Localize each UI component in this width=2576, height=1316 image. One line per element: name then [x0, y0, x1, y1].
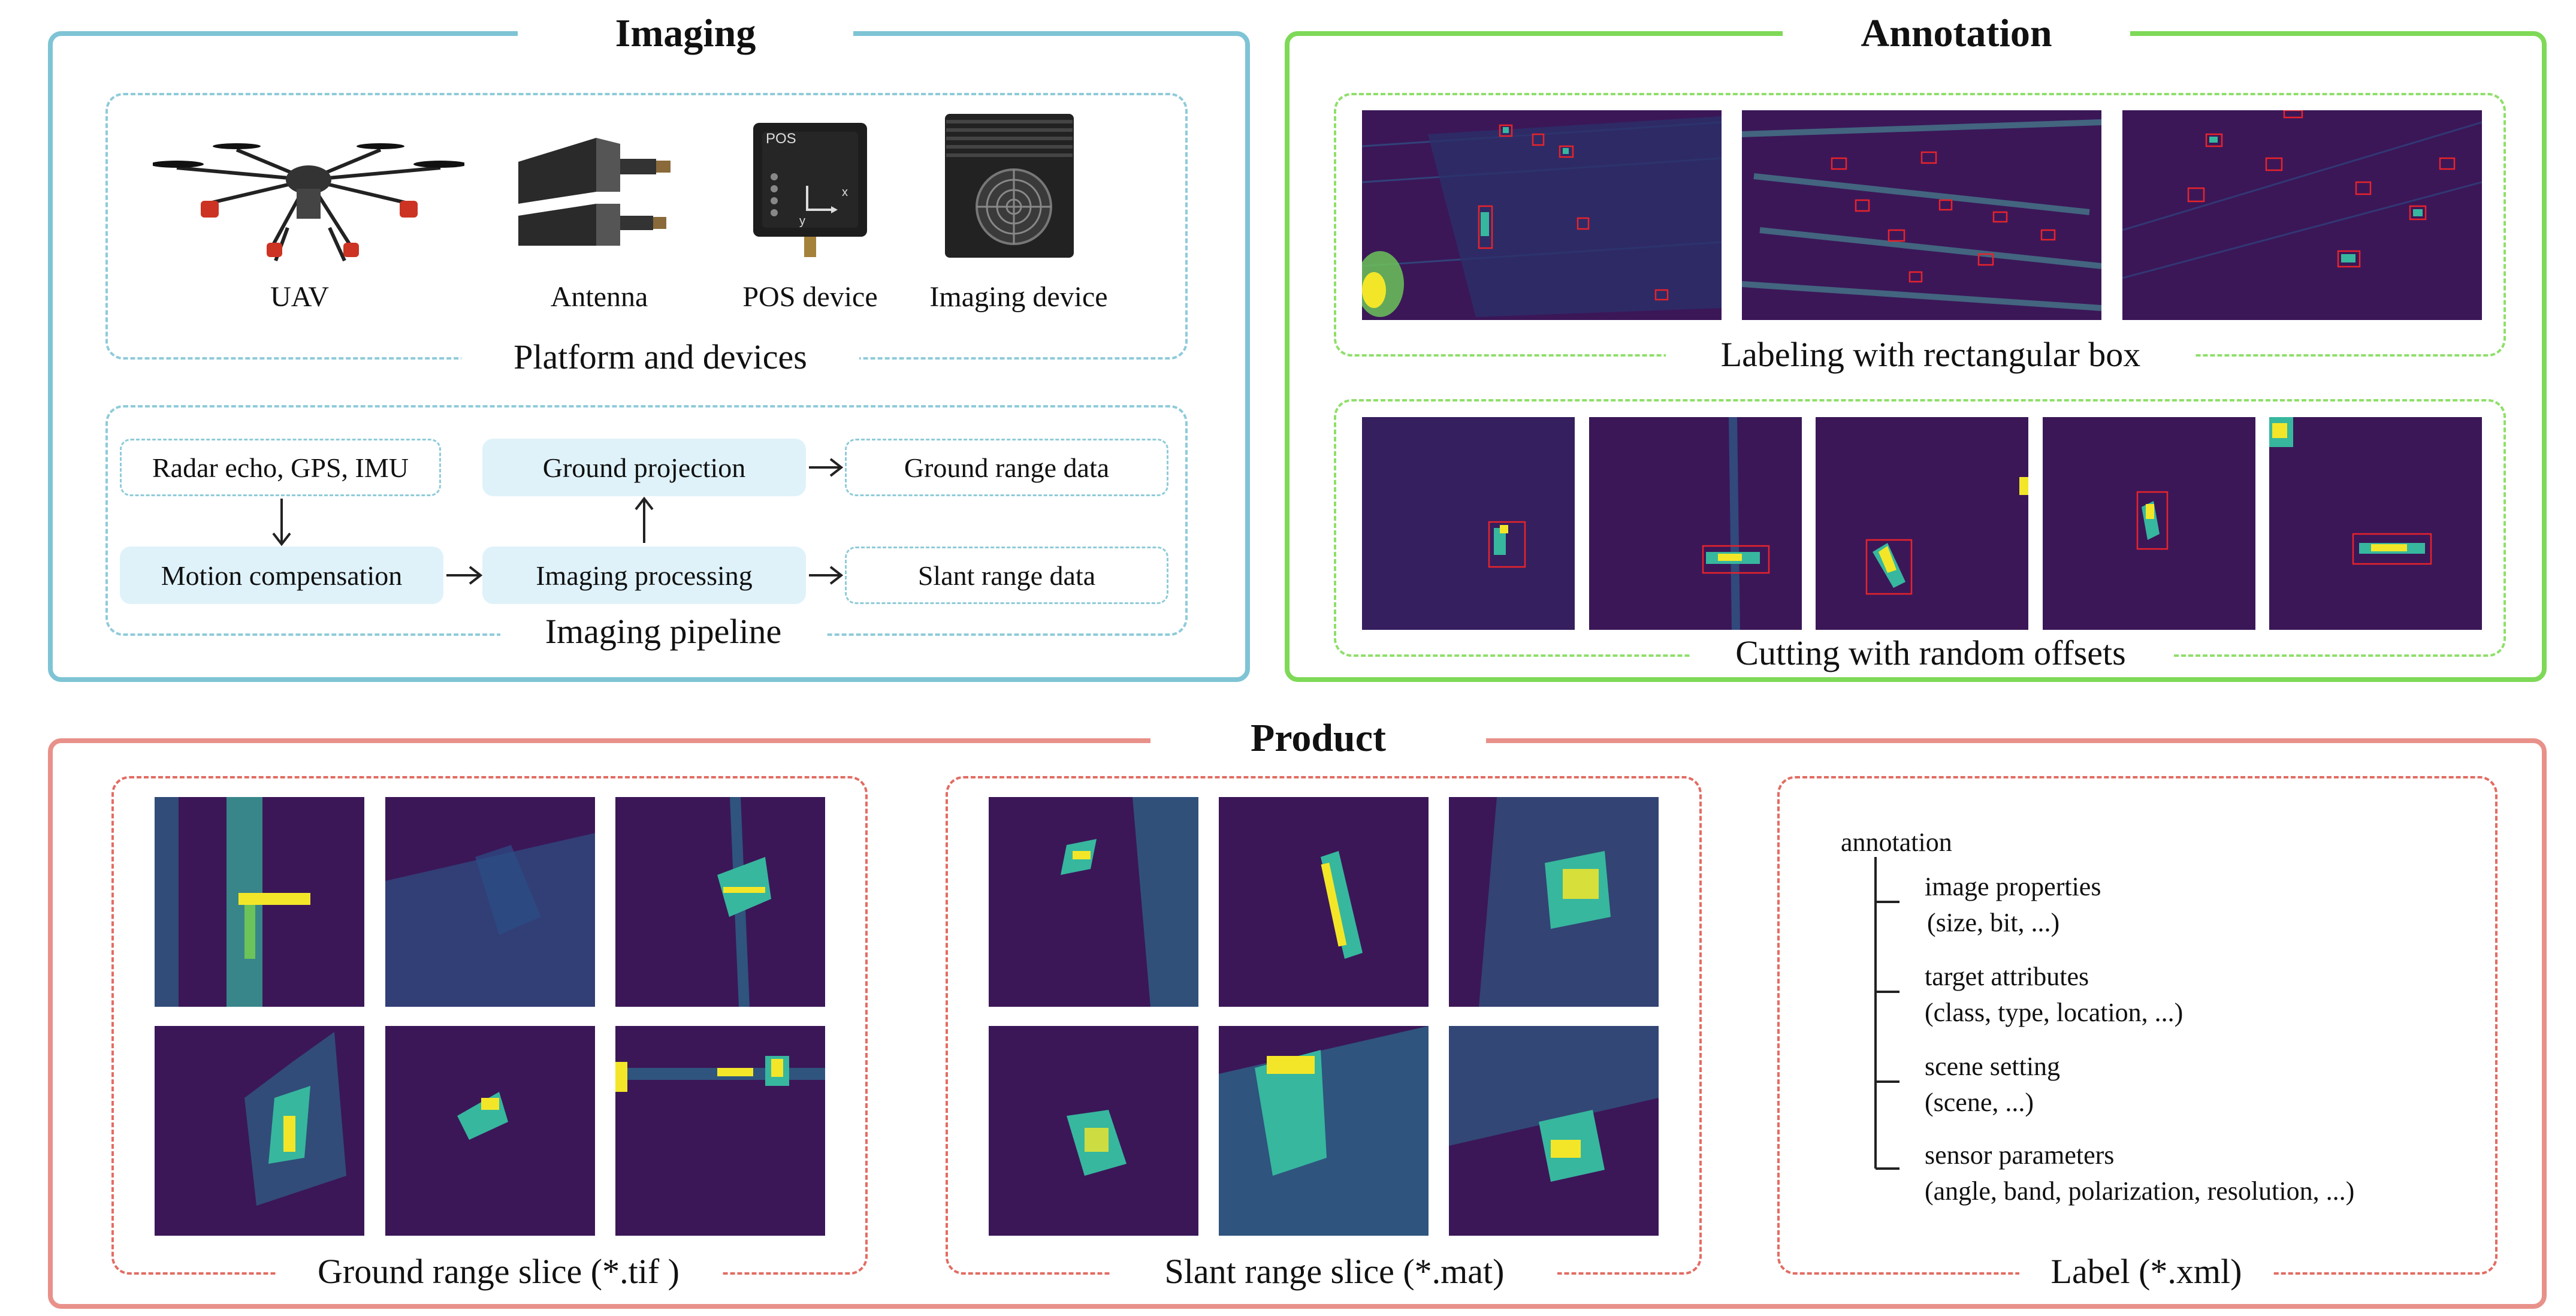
annotation-title: Annotation	[1783, 10, 2130, 58]
labeling-caption: Labeling with rectangular box	[1666, 334, 2196, 375]
slant-range-slice	[989, 1026, 1198, 1236]
xml-item-scene-setting: scene setting	[1925, 1052, 2061, 1081]
xml-detail-scene-setting: (scene, ...)	[1925, 1088, 2034, 1117]
labeled-sar-image	[1742, 110, 2101, 320]
labeled-sar-image	[2122, 110, 2482, 320]
ground-range-slice	[385, 1026, 595, 1236]
cut-sar-chip	[1362, 417, 1575, 630]
slant-range-data-box: Slant range data	[845, 547, 1168, 604]
ground-range-data-box: Ground range data	[845, 439, 1168, 496]
ground-range-slice	[615, 1026, 825, 1236]
ground-range-slice	[615, 797, 825, 1007]
label-xml-caption: Label (*.xml)	[2019, 1251, 2273, 1292]
cut-sar-chip	[2043, 417, 2255, 630]
slant-range-slice	[1219, 797, 1429, 1007]
imaging-pipeline-caption: Imaging pipeline	[500, 611, 826, 652]
xml-tree-lines	[1874, 857, 1899, 1170]
slant-range-slice	[1449, 797, 1659, 1007]
labeled-sar-image	[1362, 110, 1722, 320]
pos-axis-y: y	[799, 215, 805, 228]
xml-detail-sensor-parameters: (angle, band, polarization, resolution, …	[1925, 1176, 2355, 1206]
ground-range-slice	[155, 797, 364, 1007]
xml-detail-target-attributes: (class, type, location, ...)	[1925, 998, 2184, 1027]
cut-sar-chip	[1816, 417, 2028, 630]
device-label-pos: POS device	[742, 281, 878, 313]
platform-devices-caption: Platform and devices	[461, 337, 859, 378]
pos-axis-x: x	[842, 186, 848, 199]
pos-device-icon	[750, 120, 870, 261]
ground-range-slice-caption: Ground range slice (*.tif )	[276, 1251, 721, 1292]
imaging-title: Imaging	[518, 10, 853, 58]
imaging-processing-box: Imaging processing	[482, 547, 806, 604]
ground-projection-box: Ground projection	[482, 439, 806, 496]
ground-range-slice	[155, 1026, 364, 1236]
xml-detail-image-properties: (size, bit, ...)	[1927, 908, 2060, 937]
radar-echo-box: Radar echo, GPS, IMU	[120, 439, 441, 496]
cutting-caption: Cutting with random offsets	[1690, 633, 2172, 674]
imaging-device-icon	[939, 108, 1083, 267]
device-label-antenna: Antenna	[550, 281, 648, 313]
xml-item-target-attributes: target attributes	[1925, 962, 2089, 991]
cut-sar-chip	[2269, 417, 2482, 630]
antenna-icon	[506, 126, 680, 258]
product-title: Product	[1150, 714, 1486, 762]
slant-range-slice	[1449, 1026, 1659, 1236]
slant-range-slice-caption: Slant range slice (*.mat)	[1112, 1251, 1557, 1292]
xml-item-image-properties: image properties	[1925, 872, 2101, 901]
device-label-uav: UAV	[270, 281, 329, 313]
slant-range-slice	[989, 797, 1198, 1007]
xml-root: annotation	[1841, 828, 1952, 857]
cut-sar-chip	[1589, 417, 1802, 630]
device-label-imaging-device: Imaging device	[929, 281, 1108, 313]
ground-range-slice	[385, 797, 595, 1007]
motion-compensation-box: Motion compensation	[120, 547, 443, 604]
slant-range-slice	[1219, 1026, 1429, 1236]
pos-device-print: POS	[766, 131, 796, 147]
xml-item-sensor-parameters: sensor parameters	[1925, 1140, 2115, 1170]
uav-drone-icon	[150, 126, 467, 264]
